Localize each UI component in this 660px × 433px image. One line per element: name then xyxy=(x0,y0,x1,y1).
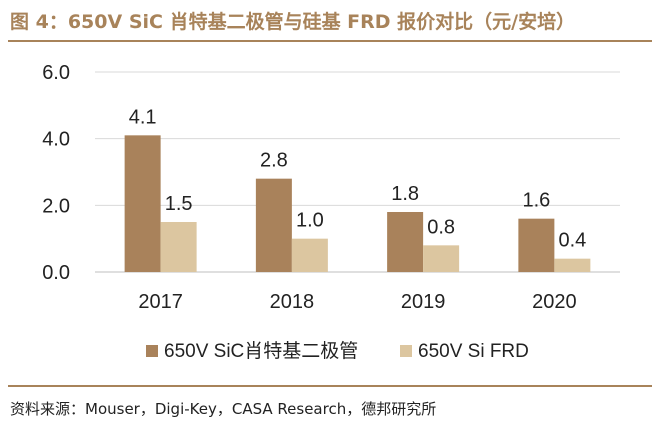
footer-divider xyxy=(8,385,652,387)
bar-si-2019 xyxy=(423,245,460,272)
bar-sic-2020 xyxy=(518,218,555,272)
legend-label: 650V Si FRD xyxy=(418,341,529,362)
x-axis-ticks: 2017 2018 2019 2020 xyxy=(138,291,576,313)
bar-sic-2018 xyxy=(255,178,292,272)
data-label: 0.4 xyxy=(558,230,586,252)
legend-swatch-2 xyxy=(400,345,412,357)
y-tick-label: 0.0 xyxy=(42,262,70,284)
data-label: 1.8 xyxy=(391,183,419,205)
bar-si-2017 xyxy=(160,222,197,272)
bars xyxy=(124,135,591,272)
legend-swatch-1 xyxy=(146,345,158,357)
data-label: 1.6 xyxy=(522,190,550,212)
x-tick-label: 2019 xyxy=(401,291,446,313)
source-note: 资料来源：Mouser，Digi-Key，CASA Research，德邦研究所 xyxy=(10,400,437,418)
bar-chart: 0.0 2.0 4.0 6.0 4.1 1.5 2.8 1.0 1.8 0.8 1.6 0.4 20… xyxy=(42,62,620,362)
data-label: 0.8 xyxy=(427,216,455,238)
bar-si-2018 xyxy=(291,238,328,272)
data-label: 1.5 xyxy=(165,193,193,215)
legend-label: 650V SiC肖特基二极管 xyxy=(164,340,358,362)
data-labels: 4.1 1.5 2.8 1.0 1.8 0.8 1.6 0.4 xyxy=(129,106,587,251)
data-label: 1.0 xyxy=(296,210,324,232)
data-label: 2.8 xyxy=(260,150,288,172)
bar-si-2020 xyxy=(554,258,591,272)
chart-title: 图 4：650V SiC 肖特基二极管与硅基 FRD 报价对比（元/安培） xyxy=(10,11,576,33)
y-tick-label: 6.0 xyxy=(42,62,70,84)
title-divider xyxy=(8,40,652,42)
data-label: 4.1 xyxy=(129,106,157,128)
y-tick-label: 2.0 xyxy=(42,195,70,217)
y-axis-ticks: 0.0 2.0 4.0 6.0 xyxy=(42,62,70,284)
bar-sic-2017 xyxy=(124,135,161,272)
y-tick-label: 4.0 xyxy=(42,129,70,151)
x-tick-label: 2017 xyxy=(138,291,183,313)
bar-sic-2019 xyxy=(387,212,424,272)
x-tick-label: 2020 xyxy=(532,291,577,313)
x-tick-label: 2018 xyxy=(270,291,315,313)
legend: 650V SiC肖特基二极管 650V Si FRD xyxy=(146,340,529,362)
